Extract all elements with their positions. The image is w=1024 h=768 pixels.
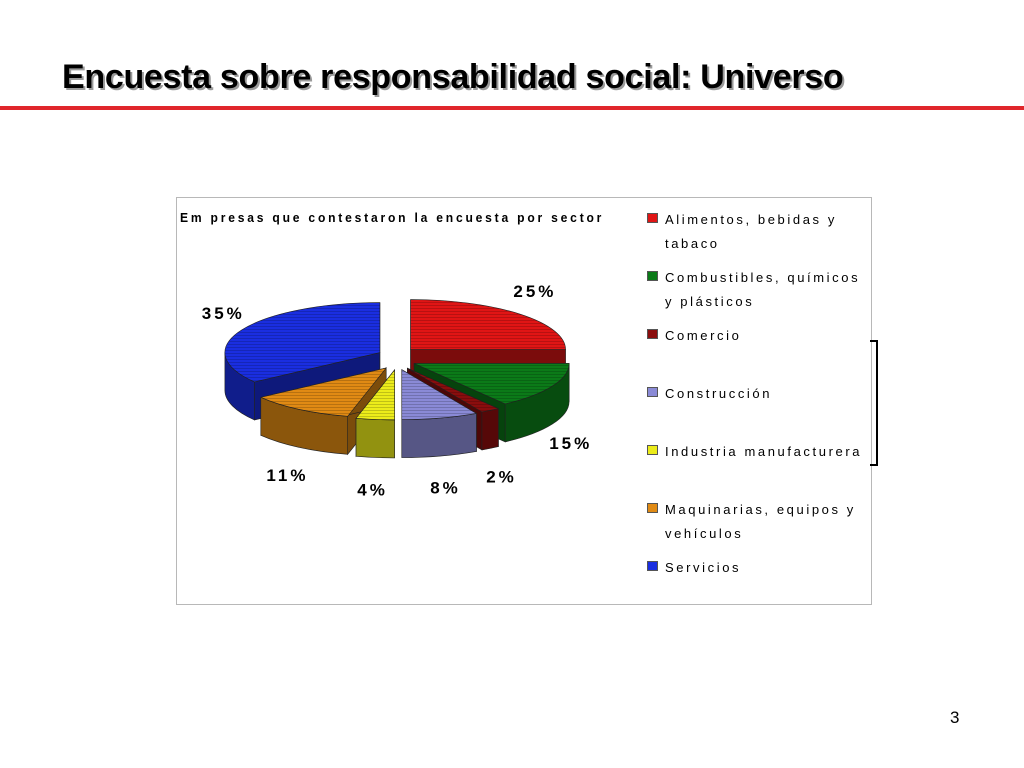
legend-label: Maquinarias, equipos y vehículos — [665, 502, 856, 541]
slice-value-label: 15% — [549, 434, 592, 453]
slice-value-label: 4% — [357, 480, 388, 499]
slice-value-label: 8% — [430, 478, 461, 497]
pie-chart: 25% 15% 2% 8% 4% 11% 35% — [202, 282, 592, 499]
legend-item: Combustibles, químicos y plásticos — [647, 266, 869, 314]
legend-label: Industria manufacturera — [665, 444, 863, 459]
legend-label: Alimentos, bebidas y tabaco — [665, 212, 837, 251]
legend-item: Maquinarias, equipos y vehículos — [647, 498, 869, 546]
legend-swatch — [647, 271, 658, 281]
slice-value-label: 2% — [486, 468, 517, 487]
legend-item: Construcción — [647, 382, 869, 406]
legend-label: Servicios — [665, 560, 742, 575]
legend-item: Industria manufacturera — [647, 440, 869, 464]
legend-label: Construcción — [665, 386, 773, 401]
pie-slice — [259, 367, 387, 456]
legend-swatch — [647, 561, 658, 571]
legend-item: Comercio — [647, 324, 869, 348]
legend-item: Servicios — [647, 556, 869, 580]
page-number: 3 — [950, 708, 960, 727]
slice-value-label: 25% — [513, 282, 556, 301]
legend-swatch — [647, 445, 658, 455]
legend-label: Combustibles, químicos y plásticos — [665, 270, 861, 309]
slice-value-label: 11% — [266, 466, 308, 485]
chart-area: Em presas que contestaron la encuesta po… — [176, 197, 872, 605]
legend-swatch — [647, 503, 658, 513]
pie-slice — [355, 369, 395, 459]
legend-item: Alimentos, bebidas y tabaco — [647, 208, 869, 256]
slice-value-label: 35% — [202, 304, 245, 323]
legend-swatch — [647, 329, 658, 339]
legend-swatch — [647, 387, 658, 397]
slide-title: Encuesta sobre responsabilidad social: U… — [62, 58, 844, 96]
bracket-decoration — [870, 340, 878, 466]
legend-swatch — [647, 213, 658, 223]
pie-slice — [401, 369, 478, 458]
legend-label: Comercio — [665, 328, 742, 343]
chart-title: Em presas que contestaron la encuesta po… — [180, 210, 605, 225]
title-rule — [0, 106, 1024, 110]
